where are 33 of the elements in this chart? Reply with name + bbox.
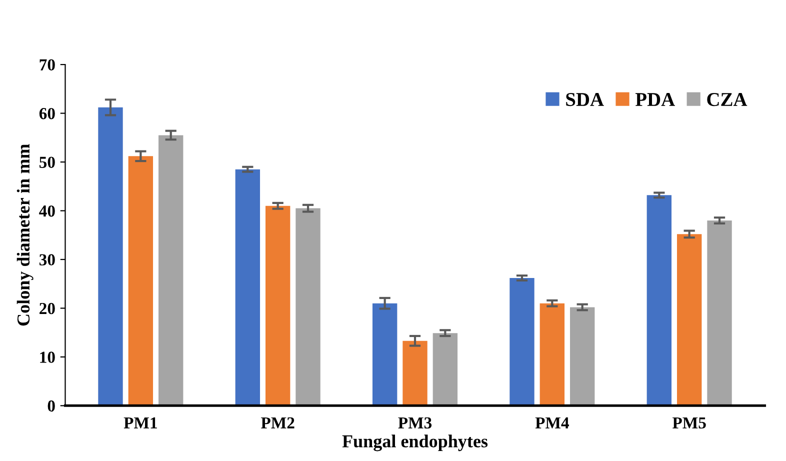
bar [372, 303, 398, 406]
y-axis-title: Colony diameter in mm [16, 144, 34, 326]
bar [98, 107, 123, 406]
y-tick-label: 70 [40, 59, 55, 70]
bar [510, 278, 534, 406]
bar [432, 333, 458, 406]
bar [540, 303, 565, 406]
bar [646, 195, 672, 406]
x-tick-label: PM1 [124, 417, 157, 428]
y-tick-label: 50 [40, 156, 55, 168]
bar [296, 208, 320, 406]
y-tick-label: 0 [48, 400, 55, 412]
bar [402, 340, 428, 406]
x-tick-label: PM2 [261, 417, 294, 428]
legend-label: CZA [707, 93, 748, 106]
y-tick-label: 30 [39, 254, 55, 266]
bar [158, 135, 184, 406]
x-tick-label: PM4 [535, 417, 569, 428]
y-tick-label: 20 [40, 302, 55, 314]
bar [235, 169, 260, 406]
x-tick-label: PM3 [398, 417, 432, 429]
y-tick-label: 60 [39, 108, 55, 120]
legend-label: PDA [635, 93, 675, 106]
bar [266, 206, 290, 406]
y-tick-label: 40 [39, 205, 55, 217]
bar [570, 307, 595, 406]
legend-label: SDA [566, 93, 604, 106]
x-axis-title: Fungal endophytes [342, 434, 488, 452]
bar [676, 234, 702, 406]
bar [128, 156, 154, 406]
bar [707, 220, 732, 406]
y-tick-label: 10 [40, 352, 55, 363]
x-tick-label: PM5 [672, 417, 706, 429]
